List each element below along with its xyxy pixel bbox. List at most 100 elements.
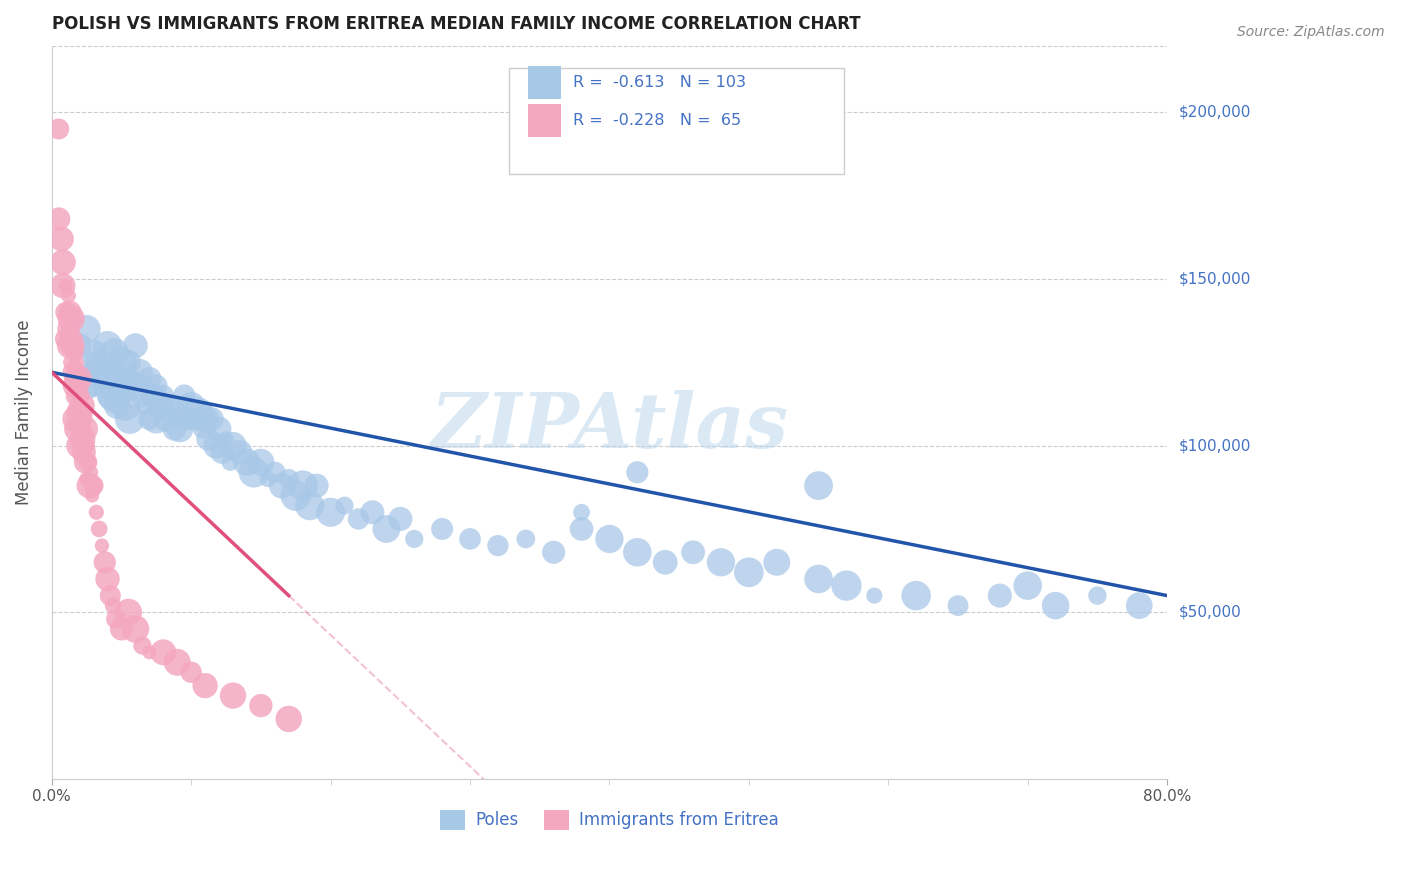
- Point: [135, 399, 157, 413]
- Point: [83, 478, 105, 492]
- Point: [626, 465, 648, 479]
- Text: R =  -0.228   N =  65: R = -0.228 N = 65: [572, 113, 741, 128]
- Point: [127, 378, 149, 392]
- Point: [389, 512, 412, 526]
- Point: [166, 655, 188, 669]
- Point: [62, 312, 84, 326]
- Point: [988, 589, 1011, 603]
- Point: [104, 372, 127, 386]
- Point: [58, 322, 80, 336]
- Point: [112, 372, 135, 386]
- Point: [59, 338, 82, 352]
- Point: [55, 332, 77, 346]
- Point: [863, 589, 886, 603]
- Point: [277, 472, 299, 486]
- Bar: [529, 104, 561, 137]
- Point: [169, 422, 191, 436]
- Point: [65, 412, 87, 426]
- Point: [159, 399, 181, 413]
- Point: [145, 412, 167, 426]
- Point: [110, 355, 132, 369]
- Bar: [529, 66, 561, 99]
- Point: [319, 505, 342, 519]
- Point: [107, 378, 129, 392]
- Point: [1087, 589, 1109, 603]
- Point: [738, 566, 761, 580]
- Point: [98, 589, 121, 603]
- Point: [51, 232, 73, 246]
- Point: [257, 472, 280, 486]
- Point: [75, 422, 97, 436]
- Point: [149, 399, 172, 413]
- Point: [215, 432, 238, 446]
- Point: [571, 522, 593, 536]
- Point: [291, 478, 314, 492]
- Point: [55, 305, 77, 319]
- Point: [90, 365, 112, 379]
- Point: [145, 378, 167, 392]
- Point: [222, 689, 245, 703]
- Point: [52, 278, 75, 293]
- Text: Source: ZipAtlas.com: Source: ZipAtlas.com: [1237, 25, 1385, 39]
- Text: $150,000: $150,000: [1178, 271, 1251, 286]
- Point: [59, 305, 82, 319]
- Point: [96, 572, 118, 586]
- Point: [277, 712, 299, 726]
- Point: [67, 372, 90, 386]
- Point: [69, 439, 91, 453]
- Point: [62, 338, 84, 352]
- Point: [243, 465, 266, 479]
- Point: [77, 455, 100, 469]
- Point: [76, 472, 98, 486]
- Point: [98, 389, 121, 403]
- Point: [138, 645, 160, 659]
- Point: [131, 389, 153, 403]
- Point: [124, 622, 146, 636]
- Point: [1017, 579, 1039, 593]
- Point: [118, 412, 141, 426]
- Text: ZIPAtlas: ZIPAtlas: [430, 390, 789, 464]
- Point: [180, 665, 202, 680]
- Point: [515, 532, 537, 546]
- Point: [72, 432, 94, 446]
- Point: [807, 478, 830, 492]
- Point: [128, 365, 150, 379]
- Point: [598, 532, 620, 546]
- Point: [83, 372, 105, 386]
- Point: [361, 505, 384, 519]
- Point: [60, 312, 83, 326]
- Point: [69, 338, 91, 352]
- Point: [79, 478, 101, 492]
- Point: [946, 599, 969, 613]
- Point: [48, 211, 70, 226]
- Point: [375, 522, 398, 536]
- Point: [86, 505, 108, 519]
- Point: [430, 522, 453, 536]
- Point: [63, 332, 86, 346]
- Point: [155, 412, 177, 426]
- Point: [173, 412, 195, 426]
- Point: [1128, 599, 1150, 613]
- Point: [65, 378, 87, 392]
- Point: [187, 405, 209, 419]
- Point: [270, 478, 292, 492]
- Point: [121, 372, 143, 386]
- Point: [183, 412, 205, 426]
- Point: [76, 322, 98, 336]
- Point: [765, 555, 787, 569]
- Point: [163, 422, 186, 436]
- Point: [103, 345, 125, 359]
- Y-axis label: Median Family Income: Median Family Income: [15, 319, 32, 505]
- Point: [52, 255, 75, 269]
- Point: [543, 545, 565, 559]
- Point: [250, 455, 273, 469]
- Text: $100,000: $100,000: [1178, 438, 1251, 453]
- Point: [110, 389, 132, 403]
- Point: [115, 378, 138, 392]
- Point: [69, 372, 91, 386]
- Point: [166, 405, 188, 419]
- Point: [152, 389, 174, 403]
- Point: [835, 579, 858, 593]
- Point: [76, 378, 98, 392]
- Point: [89, 522, 111, 536]
